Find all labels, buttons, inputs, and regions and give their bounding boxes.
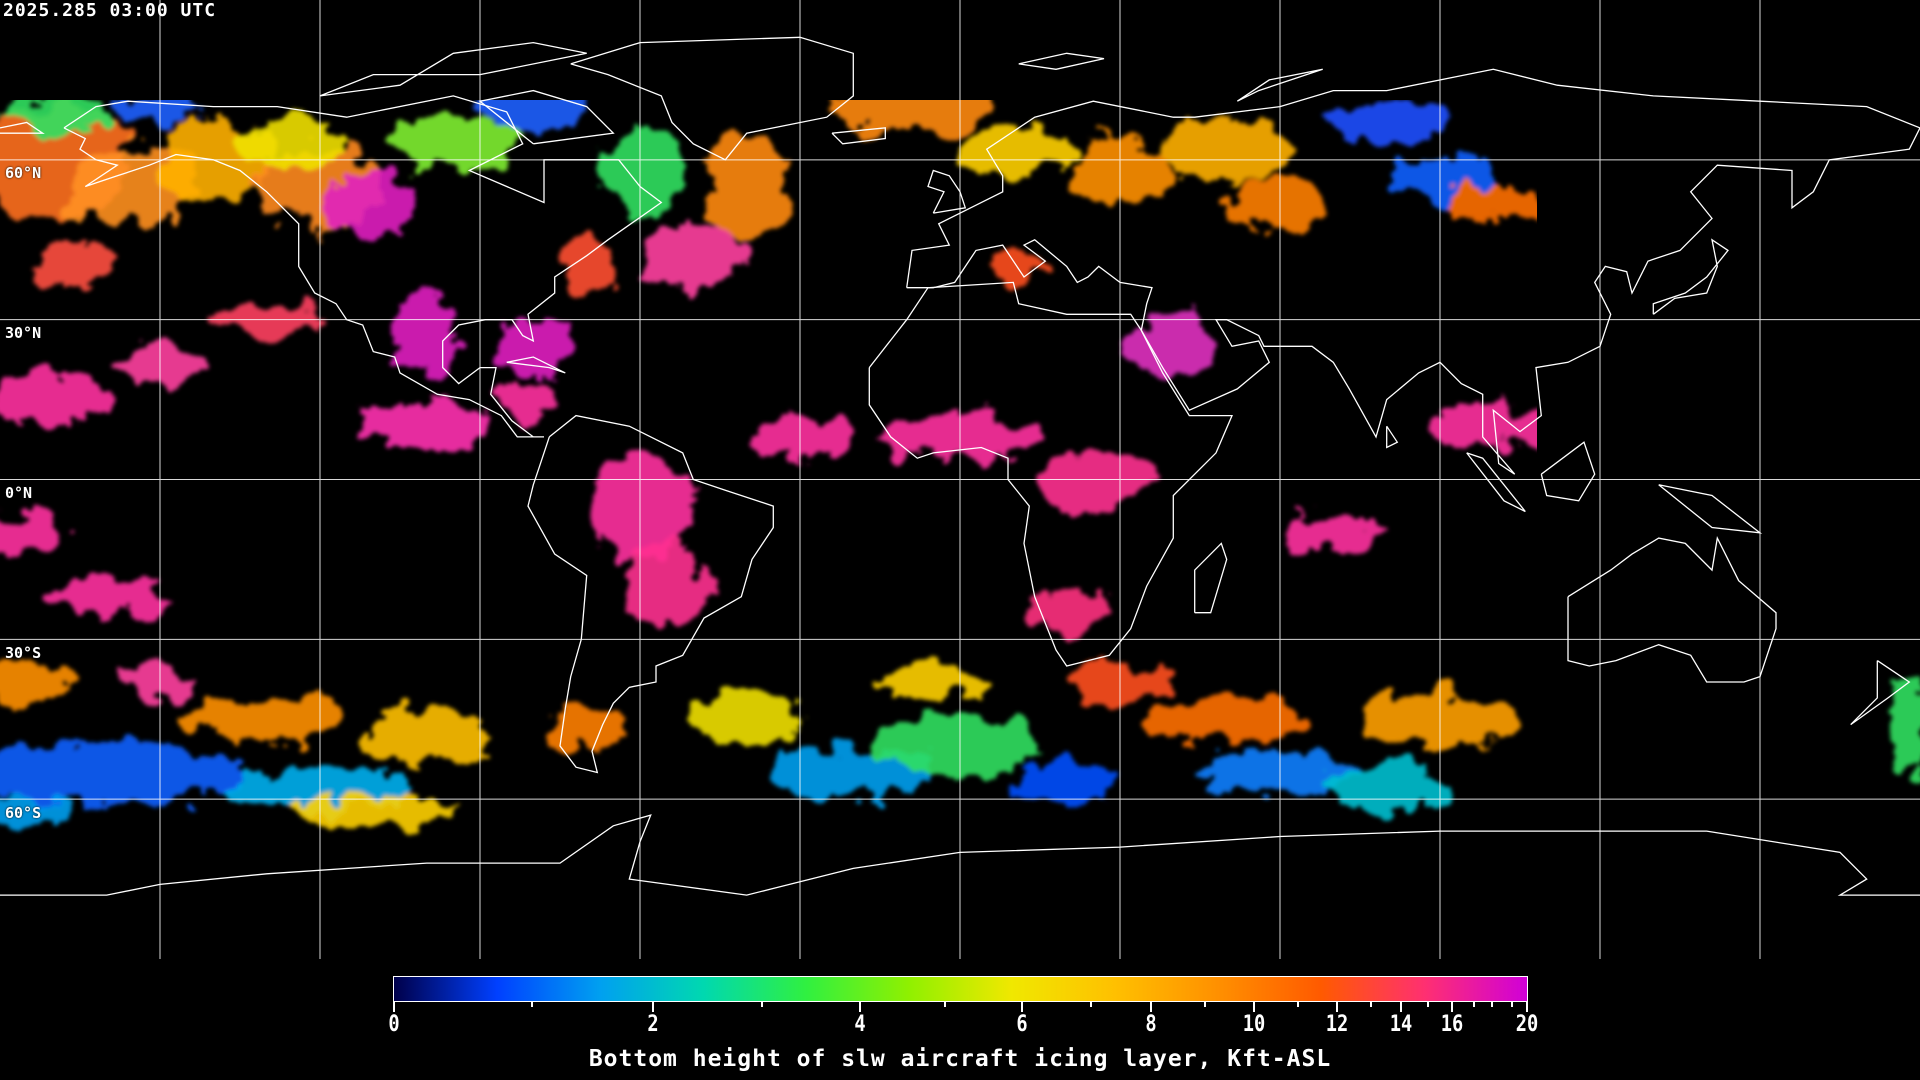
coastline-madagascar [1194,542,1228,614]
icing-region [0,372,118,427]
colorbar-tick-label: 10 [1242,1012,1266,1037]
colorbar-title: Bottom height of slw aircraft icing laye… [588,1046,1332,1072]
colorbar-major-tick [652,1002,655,1012]
icing-region [986,250,1040,283]
icing-map [0,0,1920,959]
coastline-australia [1567,536,1777,683]
colorbar-major-tick [1335,1002,1338,1012]
icing-region [0,511,70,555]
coastline-baffin [478,89,615,145]
colorbar-major-tick [1252,1002,1255,1012]
colorbar-major-tick [1526,1002,1528,1012]
icing-region [362,404,491,448]
colorbar-minor-tick [1204,1002,1207,1007]
timestamp: 2025.285 03:00 UTC [3,0,217,21]
coastline-canadian-arctic [319,41,587,97]
colorbar-major-tick [1400,1002,1403,1012]
coastline-sri-lanka [1386,425,1399,449]
coastline-borneo [1540,441,1596,502]
coastline-africa [868,281,1233,667]
coastline-south-america [527,414,774,774]
colorbar-tick-label: 14 [1389,1012,1413,1037]
coastline-svalbard [1018,52,1105,70]
icing-region [1893,665,1920,773]
icing-region [330,170,417,235]
icing-region [389,117,518,171]
colorbar-major-tick [1020,1002,1023,1012]
lat-label-60s: 60°S [5,804,42,822]
colorbar-minor-tick [1427,1002,1430,1007]
graticule [0,0,1920,959]
colorbar-minor-tick [1472,1002,1475,1007]
icing-region [362,708,491,762]
coastline-north-america [63,95,663,438]
colorbar-tick-label: 12 [1325,1012,1348,1037]
icing-region [37,245,123,288]
icing-region [501,378,566,421]
coastline-chukotka [0,121,45,134]
icing-region [880,665,987,698]
icing-region [1013,761,1120,805]
colorbar-major-tick [393,1002,395,1012]
icing-region [0,740,240,805]
icing-region [0,660,70,704]
icing-region [1450,181,1537,224]
coastline-cuba [506,356,566,374]
colorbar-major-tick [1149,1002,1152,1012]
colorbar-minor-tick [761,1002,764,1007]
colorbar-minor-tick [1511,1002,1514,1007]
colorbar-minor-tick [1369,1002,1372,1007]
lat-label-0n: 0°N [5,484,33,502]
colorbar-minor-tick [531,1002,534,1007]
icing-region [1322,767,1451,810]
icing-region [240,117,347,171]
coastline-novaya-zemlya [1236,68,1323,102]
icing-region [693,692,801,746]
colorbar-tick-label: 2 [647,1012,660,1037]
icing-region [1146,697,1307,741]
icing-region [0,95,107,139]
coastline-eurasia [906,68,1920,475]
coastline-sumatra [1466,452,1526,513]
colorbar-major-tick [858,1002,861,1012]
icing-region [704,133,790,240]
colorbar-tick-label: 0 [388,1012,400,1037]
icing-region [554,239,619,294]
colorbar-minor-tick [1297,1002,1300,1007]
coastline-iceland [831,127,886,145]
icing-region [394,287,459,373]
icing-region [293,793,454,826]
colorbar-minor-tick [943,1002,946,1007]
colorbar-major-tick [1451,1002,1454,1012]
colorbar-tick-label: 20 [1515,1012,1539,1037]
colorbar-tick-label: 4 [854,1012,866,1037]
icing-region [1023,591,1110,635]
colorbar-tick-label: 8 [1145,1012,1157,1037]
icing-region [1280,516,1387,549]
icing-region [0,793,70,826]
lat-label-60n: 60°N [5,164,42,182]
icing-region [1429,404,1558,448]
colorbar-minor-tick [1490,1002,1493,1007]
coastline-new-zealand [1850,660,1911,726]
icing-region [186,697,347,741]
icing-region [490,319,576,373]
icing-region [960,122,1067,176]
icing-region [544,708,630,752]
coastline-japan [1652,238,1729,315]
colorbar-tick-label: 6 [1016,1012,1028,1037]
colorbar [393,976,1528,1002]
icing-region [624,543,710,629]
icing-region [42,580,171,613]
coastline-great-britain [927,169,967,214]
lat-label-30s: 30°S [5,644,42,662]
colorbar-minor-tick [1089,1002,1092,1007]
icing-region [640,223,747,288]
icing-region [1130,314,1217,379]
icing-region [1162,117,1291,182]
lat-label-30n: 30°N [5,324,42,342]
colorbar-tick-label: 16 [1440,1012,1464,1037]
icing-region [1322,101,1451,144]
